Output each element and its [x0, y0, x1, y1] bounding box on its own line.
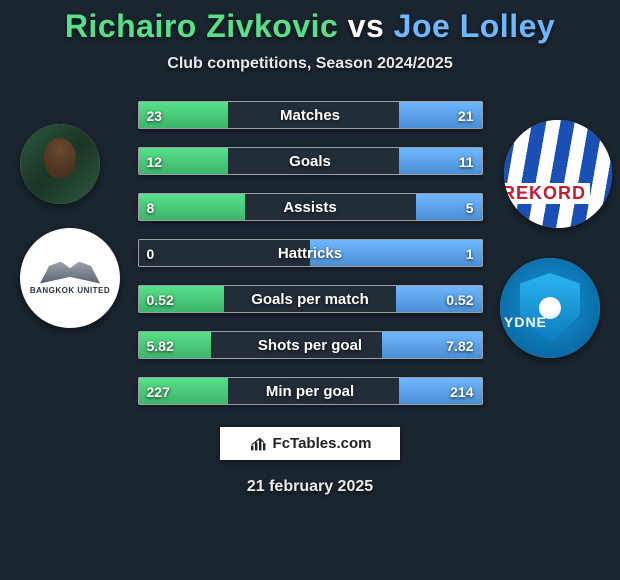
brand-text: FcTables.com [273, 435, 372, 452]
stat-row: 227214Min per goal [138, 377, 483, 405]
comparison-title: Richairo Zivkovic vs Joe Lolley [0, 8, 620, 45]
snapshot-date: 21 february 2025 [0, 478, 620, 496]
stat-row: 1211Goals [138, 147, 483, 175]
stat-row: 5.827.82Shots per goal [138, 331, 483, 359]
stat-label: Goals per match [139, 286, 482, 314]
player2-club-logo: YDNE [500, 258, 600, 358]
shield-icon [520, 273, 580, 343]
subtitle: Club competitions, Season 2024/2025 [0, 55, 620, 73]
player2-photo [504, 120, 612, 228]
vs-text: vs [348, 8, 385, 44]
stat-label: Matches [139, 102, 482, 130]
stat-label: Min per goal [139, 378, 482, 406]
player2-club-text: YDNE [504, 314, 547, 330]
player2-name: Joe Lolley [394, 8, 556, 44]
stat-row: 2321Matches [138, 101, 483, 129]
stat-label: Shots per goal [139, 332, 482, 360]
chart-icon [249, 436, 269, 452]
player1-club-text: BANGKOK UNITED [30, 286, 110, 295]
stats-table: 2321Matches 1211Goals 85Assists 01Hattricks… [138, 101, 483, 405]
brand-badge: FcTables.com [220, 427, 400, 460]
stat-label: Goals [139, 148, 482, 176]
player1-club-logo: BANGKOK UNITED [20, 228, 120, 328]
stat-row: 0.520.52Goals per match [138, 285, 483, 313]
stat-label: Assists [139, 194, 482, 222]
player1-photo [20, 124, 100, 204]
stat-row: 85Assists [138, 193, 483, 221]
stat-row: 01Hattricks [138, 239, 483, 267]
wings-icon [40, 262, 100, 284]
player1-name: Richairo Zivkovic [65, 8, 338, 44]
stat-label: Hattricks [139, 240, 482, 268]
